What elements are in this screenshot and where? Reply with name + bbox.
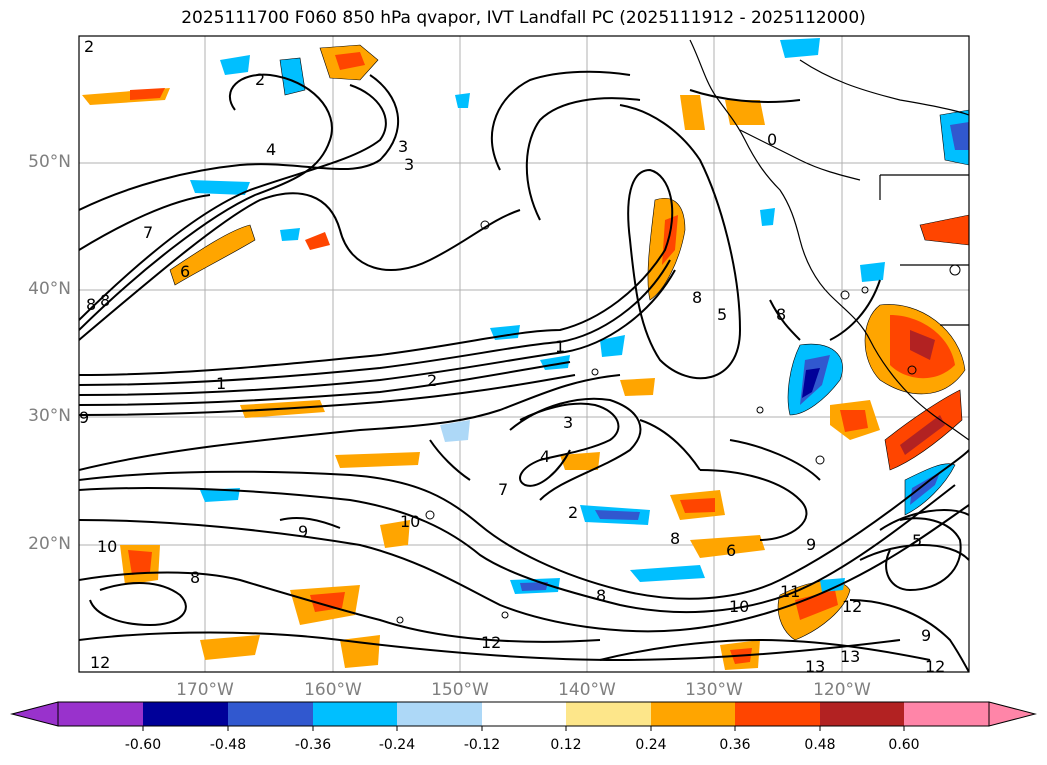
map-frame — [78, 35, 970, 673]
colorbar-segment — [482, 702, 566, 726]
colorbar-tick: 0.60 — [888, 737, 920, 753]
colorbar-segment — [566, 702, 651, 726]
colorbar-segment — [735, 702, 820, 726]
colorbar-frame — [57, 701, 990, 727]
colorbar-tick: -0.36 — [294, 737, 332, 753]
lat-label-50n: 50°N — [28, 152, 71, 172]
colorbar-segment — [820, 702, 904, 726]
ivt-contours — [79, 70, 969, 672]
lon-label-130w: 130°W — [685, 680, 743, 700]
lon-label-140w: 140°W — [558, 680, 616, 700]
small-contours — [396, 220, 961, 624]
figure-title: 2025111700 F060 850 hPa qvapor, IVT Land… — [181, 8, 866, 28]
lon-label-170w: 170°W — [176, 680, 234, 700]
colorbar-segment — [904, 702, 989, 726]
colorbar-tick: 0.48 — [804, 737, 836, 753]
colorbar-tick: -0.48 — [209, 737, 247, 753]
colorbar-segment — [143, 702, 228, 726]
lon-label-150w: 150°W — [431, 680, 489, 700]
colorbar-segment — [397, 702, 482, 726]
lon-label-160w: 160°W — [304, 680, 362, 700]
lat-label-20n: 20°N — [28, 534, 71, 554]
colorbar-segment — [651, 702, 735, 726]
lat-label-40n: 40°N — [28, 279, 71, 299]
coastlines — [689, 39, 969, 441]
lon-label-120w: 120°W — [813, 680, 871, 700]
colorbar-tick: 0.12 — [550, 737, 582, 753]
colorbar-tick: -0.12 — [463, 737, 501, 753]
colorbar-tick: -0.60 — [124, 737, 162, 753]
colorbar-segment — [313, 702, 397, 726]
colorbar-tick: 0.36 — [719, 737, 751, 753]
colorbar-tick: 0.24 — [635, 737, 667, 753]
colorbar-segment — [228, 702, 313, 726]
graticule — [79, 36, 969, 672]
colorbar-min-arrow — [10, 701, 59, 727]
colorbar-max-arrow — [988, 701, 1037, 727]
colorbar-tick: -0.24 — [378, 737, 416, 753]
colorbar — [10, 701, 1037, 731]
colorbar-segment — [58, 702, 143, 726]
lat-label-30n: 30°N — [28, 406, 71, 426]
